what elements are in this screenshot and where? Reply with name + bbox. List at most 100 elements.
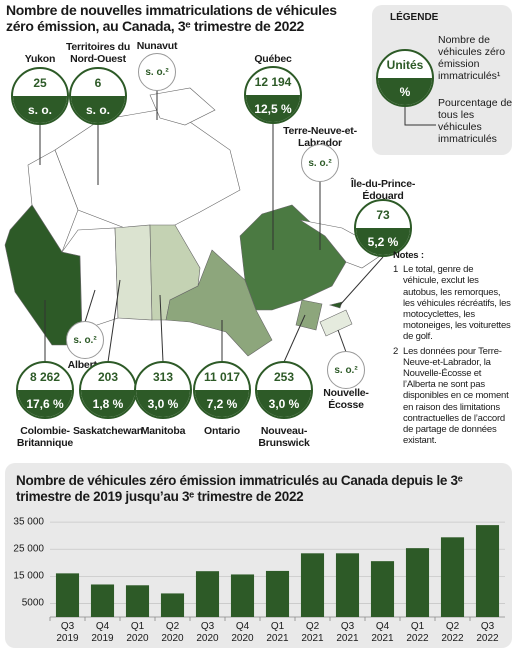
legend-title: LÉGENDE [390,12,439,23]
region-count: 11 017 [203,369,241,384]
bar [55,573,80,617]
leader-lines [39,90,436,363]
bar [405,548,430,617]
legend-top: Unités [386,57,424,72]
x-tick-label: Q1 2021 [266,621,289,644]
leader [337,329,347,353]
ns [319,309,353,337]
region-circle: 11 017 7,2 % [193,361,251,419]
legend-count: Nombre de véhicules zéro émission immatr… [438,34,506,82]
region-count: 73 [376,207,390,222]
x-tick-label: Q3 2021 [336,621,359,644]
y-tick-label: 5000 [21,597,44,609]
leader [159,294,164,363]
bar [160,593,185,617]
bar [195,571,220,617]
saskatchewan [114,224,153,321]
x-tick-label: Q4 2021 [371,621,394,644]
note-text: Le total, genre de véhicule, exclut les … [403,264,511,343]
region-status: s. o.² [327,351,365,389]
region-name: Colombie-Britannique [16,425,74,449]
region-count: 203 [97,369,119,384]
region-circle: 203 1,8 % [79,361,137,419]
x-tick-label: Q2 2022 [441,621,464,644]
region-name: Nouvelle-Écosse [323,387,369,411]
territories [54,107,241,231]
bar [90,584,115,617]
x-tick-label: Q3 2019 [56,621,79,644]
region-count: 8 262 [29,369,61,384]
region-status: s. o.² [66,321,104,359]
region-name: Québec [254,53,292,65]
region-name: Île-du-Prince-Édouard [350,178,416,202]
x-tick-label: Q3 2022 [476,621,499,644]
quebec [239,204,347,311]
bar [300,553,325,617]
region-count: 25 [33,75,47,90]
note-text: Les données pour Terre-Neuve-et-Labrador… [403,345,509,447]
region-status: s. o.² [301,144,339,182]
leader [339,256,384,306]
region-circle: 12 194 12,5 % [244,66,302,124]
region-circle: 25 s. o. [11,67,69,125]
leader [283,314,306,363]
region-count: 253 [273,369,295,384]
ontario [165,249,273,357]
x-tick-label: Q4 2019 [91,621,114,644]
y-tick-label: 15 000 [13,570,44,582]
legend-circle: Unités % [376,49,434,107]
bar [125,585,150,617]
bar [230,574,255,617]
bar [335,553,360,617]
region-circle: 73 5,2 % [354,199,412,257]
region-name: Saskatchewan [73,425,143,437]
nb [295,299,323,331]
x-tick-label: Q4 2020 [231,621,254,644]
notes-title: Notes : [393,250,424,261]
note: 1 Le total, genre de véhicule, exclut les… [393,264,511,342]
region-status: s. o.² [138,53,176,91]
note-number: 1 [393,264,399,276]
x-tick-label: Q2 2021 [301,621,324,644]
yukon [27,149,79,253]
notes: Notes : 1 Le total, genre de véhicule, ex… [393,250,511,449]
region-name: Nunavut [136,40,178,52]
region-circle: 313 3,0 % [134,361,192,419]
bar [440,537,465,617]
labrador [299,219,387,269]
note-number: 2 [393,345,399,357]
region-name: Yukon [24,53,56,65]
arctic-islands [149,87,216,126]
region-name: Ontario [204,425,240,437]
region-count: 6 [94,75,102,90]
region-count: 12 194 [254,74,292,89]
x-tick-label: Q3 2020 [196,621,219,644]
bar [370,561,395,617]
note: 2 Les données pour Terre-Neuve-et-Labrado… [393,346,511,447]
leader [107,279,121,363]
region-name: Nouveau-Brunswick [258,425,310,449]
region-circle: 6 s. o. [69,67,127,125]
bar [475,525,500,617]
chart-title: Nombre de véhicules zéro émission immatr… [16,473,463,504]
bar-chart [49,521,505,621]
y-tick-label: 25 000 [13,543,44,555]
legend-box [372,5,512,155]
region-count: 313 [152,369,174,384]
legend-leader [404,102,436,126]
region-circle: 253 3,0 % [255,361,313,419]
x-tick-label: Q1 2020 [126,621,149,644]
region-name: Manitoba [140,425,186,437]
region-circle: 8 262 17,6 % [16,361,74,419]
legend-share: Pourcentage de tous les véhicules immatr… [438,97,513,145]
x-tick-label: Q2 2020 [161,621,184,644]
x-tick-label: Q1 2022 [406,621,429,644]
leader [84,289,96,323]
pei [328,301,343,309]
region-name: Territoires du Nord-Ouest [65,41,131,65]
title: Nombre de nouvelles immatriculations de … [6,2,337,34]
y-tick-label: 35 000 [13,516,44,528]
bar [265,570,290,617]
